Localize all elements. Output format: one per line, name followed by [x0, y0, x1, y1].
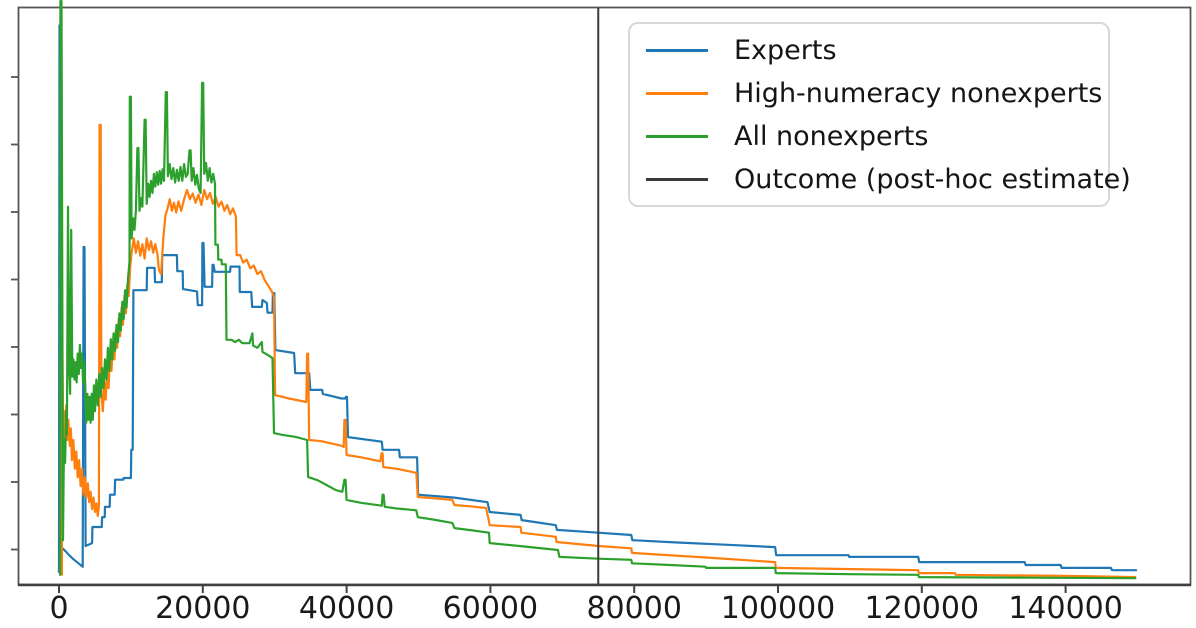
x-tick-label: 100000	[721, 591, 836, 626]
legend-label: Experts	[734, 34, 837, 66]
legend-item-high-numeracy-nonexperts: High-numeracy nonexperts	[646, 72, 1108, 115]
x-tick-label: 20000	[155, 591, 250, 626]
legend-label: All nonexperts	[734, 120, 929, 152]
x-tick-label: 80000	[586, 591, 681, 626]
legend-item-outcome-post-hoc-estimate-: Outcome (post-hoc estimate)	[646, 158, 1131, 201]
legend-line-swatch	[646, 48, 708, 52]
series-line-high-numeracy-nonexperts	[60, 123, 1137, 579]
x-tick-label: 60000	[443, 591, 538, 626]
legend-item-all-nonexperts: All nonexperts	[646, 115, 1108, 158]
series-line-all-nonexperts	[58, 0, 1137, 580]
legend-line-swatch	[646, 91, 708, 95]
x-tick-label: 120000	[865, 591, 980, 626]
legend: Experts High-numeracy nonexperts All nonex…	[628, 22, 1131, 207]
series-line-experts	[57, 24, 1138, 574]
x-tick-label: 40000	[299, 591, 394, 626]
legend-label: High-numeracy nonexperts	[734, 77, 1103, 109]
legend-item-experts: Experts	[646, 29, 1108, 72]
legend-label: Outcome (post-hoc estimate)	[734, 163, 1131, 195]
x-tick-label: 140000	[1008, 591, 1123, 626]
legend-line-swatch	[646, 134, 708, 138]
legend-line-swatch	[646, 177, 708, 181]
x-tick-label: 0	[49, 591, 68, 626]
